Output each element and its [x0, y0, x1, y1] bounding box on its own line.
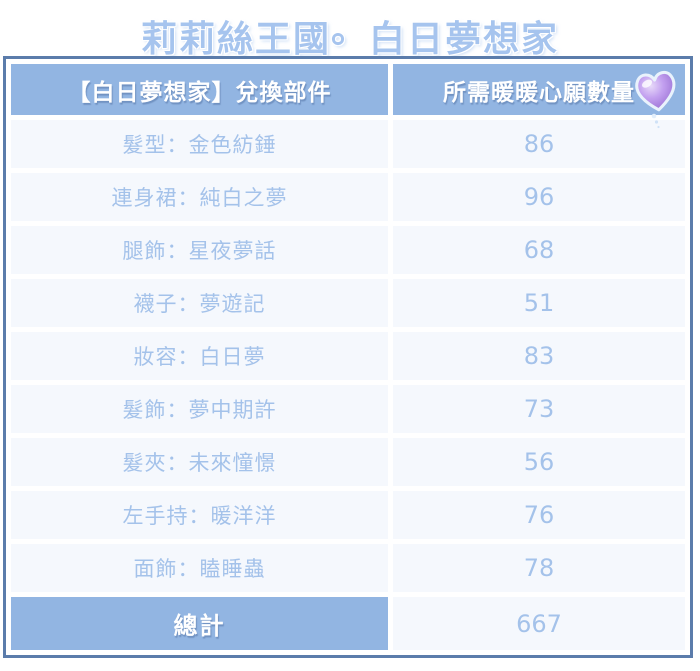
page-title-part2: 白日夢想家: [369, 19, 560, 60]
total-value: 667: [516, 609, 562, 638]
item-cell: 妝容：白日夢: [11, 332, 388, 380]
item-label: 髮飾：夢中期許: [122, 398, 277, 422]
item-label: 左手持：暖洋洋: [122, 504, 277, 528]
total-value-cell: 667: [393, 597, 685, 650]
header-item-label: 【白日夢想家】兌換部件: [67, 79, 332, 106]
qty-value: 83: [523, 342, 555, 370]
item-cell: 面飾：瞌睡蟲: [11, 544, 388, 592]
qty-value: 76: [523, 501, 555, 529]
qty-cell: 96: [393, 173, 685, 221]
exchange-table-grid: 【白日夢想家】兌換部件 所需暖暖心願數量: [11, 64, 685, 650]
page-title: 莉莉絲王國。白日夢想家: [0, 10, 700, 62]
page-title-part1: 莉莉絲王國: [140, 19, 331, 60]
item-cell: 腿飾：星夜夢話: [11, 226, 388, 274]
header-qty-cell: 所需暖暖心願數量: [393, 64, 685, 129]
total-label-cell: 總計: [11, 597, 388, 650]
item-cell: 連身裙：純白之夢: [11, 173, 388, 221]
qty-value: 51: [523, 289, 555, 317]
qty-cell: 73: [393, 385, 685, 433]
qty-cell: 76: [393, 491, 685, 539]
item-label: 髮型：金色紡錘: [122, 133, 277, 157]
qty-cell: 83: [393, 332, 685, 380]
item-cell: 髮夾：未來憧憬: [11, 438, 388, 486]
page-title-separator: 。: [330, 9, 369, 51]
total-label: 總計: [173, 612, 226, 640]
qty-value: 86: [523, 130, 555, 158]
qty-cell: 78: [393, 544, 685, 592]
qty-value: 73: [523, 395, 555, 423]
item-label: 襪子：夢遊記: [133, 292, 266, 316]
item-label: 腿飾：星夜夢話: [122, 239, 277, 263]
header-qty-label: 所需暖暖心願數量: [443, 79, 635, 106]
item-cell: 左手持：暖洋洋: [11, 491, 388, 539]
item-cell: 髮飾：夢中期許: [11, 385, 388, 433]
qty-value: 96: [523, 183, 555, 211]
exchange-table: 【白日夢想家】兌換部件 所需暖暖心願數量: [3, 56, 693, 658]
qty-cell: 51: [393, 279, 685, 327]
qty-cell: 56: [393, 438, 685, 486]
item-cell: 髮型：金色紡錘: [11, 120, 388, 168]
header-item-cell: 【白日夢想家】兌換部件: [11, 64, 388, 115]
item-label: 面飾：瞌睡蟲: [133, 557, 266, 581]
item-label: 髮夾：未來憧憬: [122, 451, 277, 475]
qty-cell: 86: [393, 120, 685, 168]
qty-value: 78: [523, 554, 555, 582]
item-label: 妝容：白日夢: [133, 345, 266, 369]
item-cell: 襪子：夢遊記: [11, 279, 388, 327]
qty-value: 68: [523, 236, 555, 264]
qty-value: 56: [523, 448, 555, 476]
item-label: 連身裙：純白之夢: [111, 186, 288, 210]
qty-cell: 68: [393, 226, 685, 274]
